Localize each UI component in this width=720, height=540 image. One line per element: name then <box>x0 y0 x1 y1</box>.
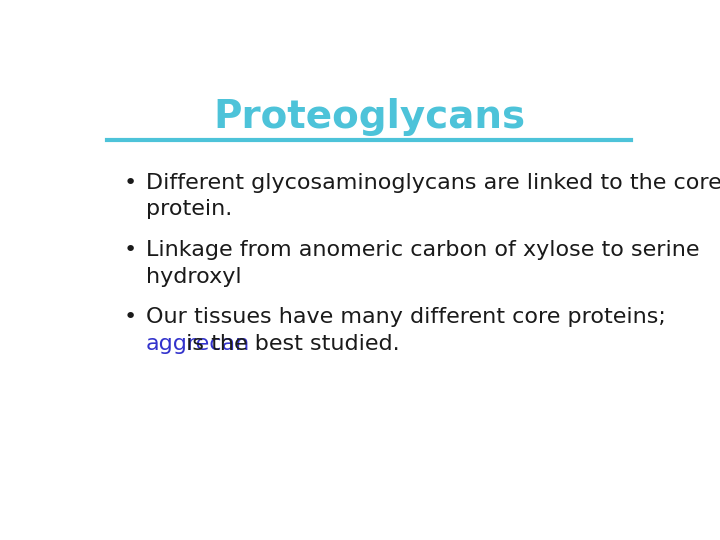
Text: aggrecan: aggrecan <box>145 334 250 354</box>
Text: •: • <box>124 173 137 193</box>
Text: •: • <box>124 307 137 327</box>
Text: Different glycosaminoglycans are linked to the core: Different glycosaminoglycans are linked … <box>145 173 720 193</box>
Text: •: • <box>124 240 137 260</box>
Text: Our tissues have many different core proteins;: Our tissues have many different core pro… <box>145 307 666 327</box>
Text: protein.: protein. <box>145 199 232 219</box>
Text: Proteoglycans: Proteoglycans <box>213 98 525 136</box>
Text: Linkage from anomeric carbon of xylose to serine: Linkage from anomeric carbon of xylose t… <box>145 240 699 260</box>
Text: hydroxyl: hydroxyl <box>145 267 241 287</box>
Text: is the best studied.: is the best studied. <box>179 334 400 354</box>
